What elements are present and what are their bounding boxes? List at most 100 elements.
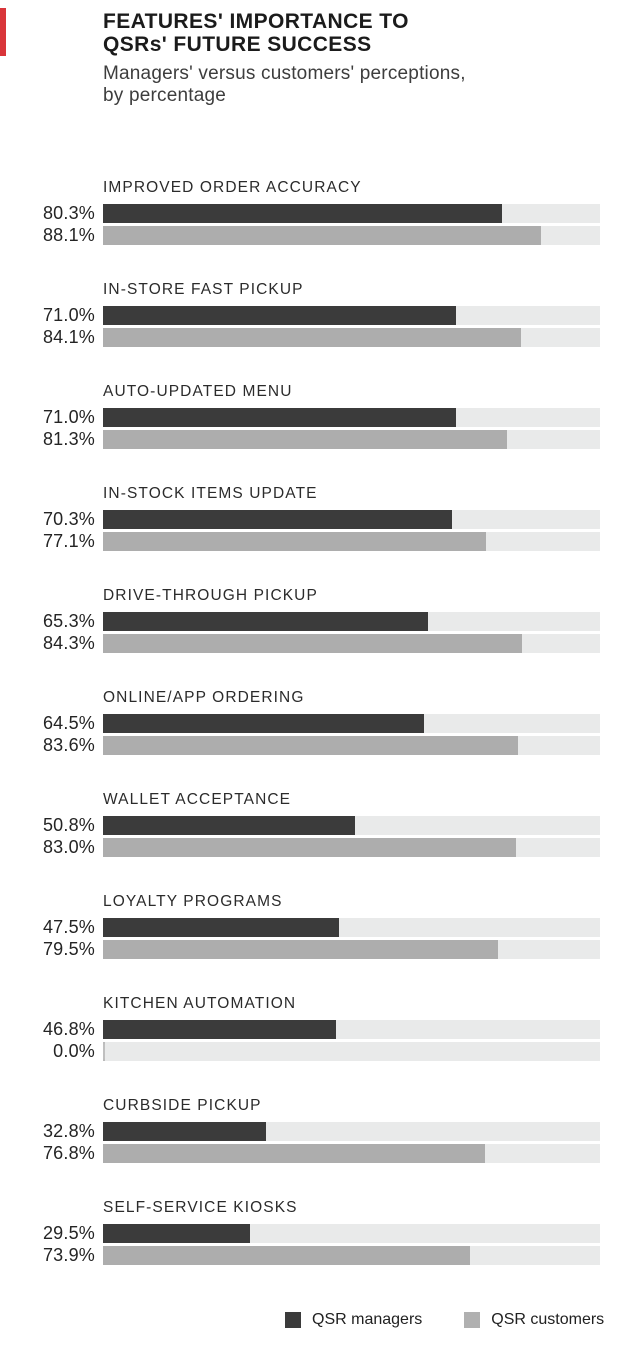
bar-fill-managers bbox=[103, 510, 453, 529]
value-label: 77.1% bbox=[42, 531, 95, 551]
customers-bar-row: 83.0% bbox=[0, 838, 641, 857]
bar-fill-managers bbox=[103, 1020, 336, 1039]
value-label: 73.9% bbox=[42, 1245, 95, 1265]
bar-fill-managers bbox=[103, 204, 503, 223]
legend-item-managers: QSR managers bbox=[285, 1311, 422, 1329]
bar-fill-managers bbox=[103, 918, 340, 937]
bar-group: SELF-SERVICE KIOSKS 29.5% 73.9% bbox=[0, 1200, 641, 1268]
value-label: 47.5% bbox=[42, 917, 95, 937]
value-label: 88.1% bbox=[42, 225, 95, 245]
value-label: 83.0% bbox=[42, 837, 95, 857]
bar-track bbox=[103, 918, 600, 937]
managers-bar-row: 71.0% bbox=[0, 408, 641, 427]
bar-track bbox=[103, 1042, 600, 1061]
managers-bar-row: 71.0% bbox=[0, 306, 641, 325]
chart-subtitle-line1: Managers' versus customers' perceptions, bbox=[103, 63, 466, 84]
bar-track bbox=[103, 1020, 600, 1039]
chart-title: FEATURES' IMPORTANCE TO QSRs' FUTURE SUC… bbox=[103, 10, 623, 56]
bar-track bbox=[103, 612, 600, 631]
bar-fill-customers bbox=[103, 634, 522, 653]
bar-fill-managers bbox=[103, 714, 424, 733]
legend-swatch-customers-icon bbox=[464, 1312, 481, 1328]
bar-fill-customers bbox=[103, 736, 519, 755]
value-label: 29.5% bbox=[42, 1223, 95, 1243]
managers-bar-row: 46.8% bbox=[0, 1020, 641, 1039]
bar-track bbox=[103, 306, 600, 325]
bar-group: IN-STOCK ITEMS UPDATE 70.3% 77.1% bbox=[0, 486, 641, 554]
bar-track bbox=[103, 1122, 600, 1141]
bar-track bbox=[103, 328, 600, 347]
customers-bar-row: 84.1% bbox=[0, 328, 641, 347]
bar-track bbox=[103, 1224, 600, 1243]
customers-bar-row: 83.6% bbox=[0, 736, 641, 755]
chart-title-line2: QSRs' FUTURE SUCCESS bbox=[103, 33, 372, 56]
feature-label: DRIVE-THROUGH PICKUP bbox=[103, 587, 318, 604]
bar-track bbox=[103, 532, 600, 551]
bar-fill-customers bbox=[103, 1042, 105, 1061]
bar-group: IN-STORE FAST PICKUP 71.0% 84.1% bbox=[0, 282, 641, 350]
managers-bar-row: 65.3% bbox=[0, 612, 641, 631]
value-label: 46.8% bbox=[42, 1019, 95, 1039]
value-label: 84.3% bbox=[42, 633, 95, 653]
customers-bar-row: 73.9% bbox=[0, 1246, 641, 1265]
bar-group: AUTO-UPDATED MENU 71.0% 81.3% bbox=[0, 384, 641, 452]
value-label: 83.6% bbox=[42, 735, 95, 755]
bar-fill-customers bbox=[103, 430, 508, 449]
legend: QSR managers QSR customers bbox=[285, 1311, 604, 1329]
bar-track bbox=[103, 1246, 600, 1265]
bar-fill-customers bbox=[103, 940, 499, 959]
feature-label: CURBSIDE PICKUP bbox=[103, 1097, 262, 1114]
feature-label: SELF-SERVICE KIOSKS bbox=[103, 1199, 298, 1216]
bar-fill-managers bbox=[103, 306, 456, 325]
value-label: 76.8% bbox=[42, 1143, 95, 1163]
managers-bar-row: 80.3% bbox=[0, 204, 641, 223]
customers-bar-row: 79.5% bbox=[0, 940, 641, 959]
bar-group: WALLET ACCEPTANCE 50.8% 83.0% bbox=[0, 792, 641, 860]
managers-bar-row: 29.5% bbox=[0, 1224, 641, 1243]
bar-track bbox=[103, 940, 600, 959]
bar-track bbox=[103, 408, 600, 427]
customers-bar-row: 84.3% bbox=[0, 634, 641, 653]
value-label: 70.3% bbox=[42, 509, 95, 529]
bar-group: DRIVE-THROUGH PICKUP 65.3% 84.3% bbox=[0, 588, 641, 656]
value-label: 71.0% bbox=[42, 407, 95, 427]
legend-label-managers: QSR managers bbox=[312, 1311, 423, 1328]
value-label: 64.5% bbox=[42, 713, 95, 733]
feature-label: ONLINE/APP ORDERING bbox=[103, 689, 305, 706]
value-label: 0.0% bbox=[53, 1041, 95, 1061]
feature-label: LOYALTY PROGRAMS bbox=[103, 893, 283, 910]
bar-track bbox=[103, 816, 600, 835]
value-label: 65.3% bbox=[42, 611, 95, 631]
customers-bar-row: 76.8% bbox=[0, 1144, 641, 1163]
bar-fill-customers bbox=[103, 1246, 471, 1265]
legend-swatch-managers-icon bbox=[285, 1312, 301, 1328]
red-accent-mark bbox=[0, 8, 6, 56]
feature-label: KITCHEN AUTOMATION bbox=[103, 995, 297, 1012]
chart-header: FEATURES' IMPORTANCE TO QSRs' FUTURE SUC… bbox=[103, 10, 623, 107]
bar-group: ONLINE/APP ORDERING 64.5% 83.6% bbox=[0, 690, 641, 758]
bar-track bbox=[103, 714, 600, 733]
bar-fill-customers bbox=[103, 1144, 485, 1163]
bar-track bbox=[103, 634, 600, 653]
bar-fill-customers bbox=[103, 838, 516, 857]
feature-label: IN-STOCK ITEMS UPDATE bbox=[103, 485, 318, 502]
bar-group: LOYALTY PROGRAMS 47.5% 79.5% bbox=[0, 894, 641, 962]
bar-track bbox=[103, 226, 600, 245]
bar-fill-customers bbox=[103, 532, 487, 551]
bar-group: KITCHEN AUTOMATION 46.8% 0.0% bbox=[0, 996, 641, 1064]
feature-label: IN-STORE FAST PICKUP bbox=[103, 281, 304, 298]
bar-fill-customers bbox=[103, 328, 521, 347]
value-label: 71.0% bbox=[42, 305, 95, 325]
bar-fill-customers bbox=[103, 226, 541, 245]
bar-fill-managers bbox=[103, 408, 456, 427]
feature-label: AUTO-UPDATED MENU bbox=[103, 383, 293, 400]
managers-bar-row: 32.8% bbox=[0, 1122, 641, 1141]
bar-fill-managers bbox=[103, 1224, 250, 1243]
chart-title-line1: FEATURES' IMPORTANCE TO bbox=[103, 10, 409, 33]
chart-subtitle-line2: by percentage bbox=[103, 85, 227, 106]
legend-item-customers: QSR customers bbox=[464, 1311, 604, 1329]
customers-bar-row: 0.0% bbox=[0, 1042, 641, 1061]
value-label: 79.5% bbox=[42, 939, 95, 959]
value-label: 32.8% bbox=[42, 1121, 95, 1141]
